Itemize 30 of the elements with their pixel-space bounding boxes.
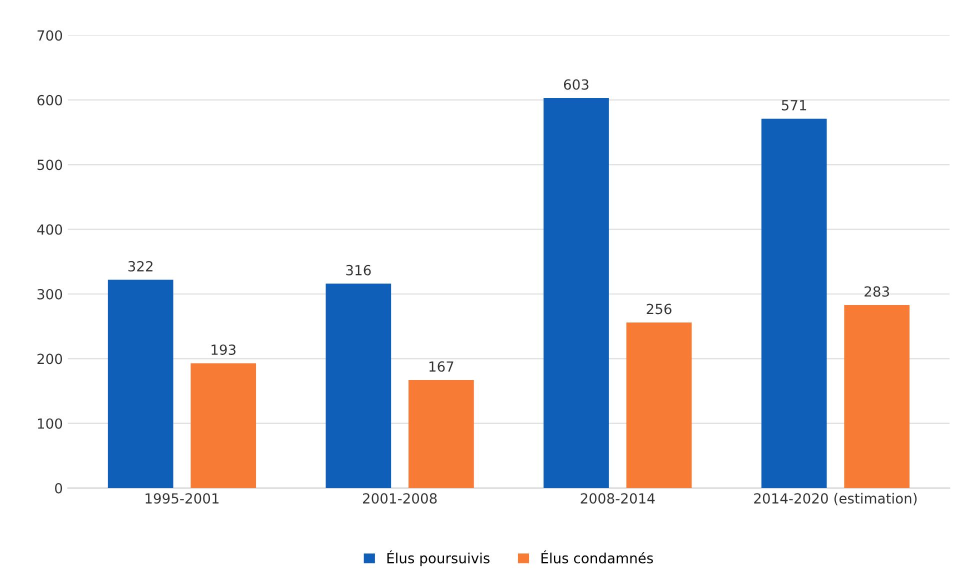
x-tick-label: 2001-2008 <box>362 493 437 504</box>
y-tick-label: 700 <box>38 30 62 41</box>
x-tick-label: 2008-2014 <box>580 493 655 504</box>
data-label: 283 <box>864 286 890 297</box>
data-label: 571 <box>782 100 806 110</box>
bar <box>761 118 827 488</box>
legend-label: Élus poursuivis <box>387 550 490 566</box>
bar <box>108 280 174 488</box>
bar <box>326 284 392 488</box>
x-tick-label: 1995-2001 <box>146 493 219 504</box>
y-tick-label: 400 <box>37 224 62 235</box>
data-label: 167 <box>429 361 454 372</box>
legend-label: Élus condamnés <box>542 550 653 564</box>
x-tick-label: 2014-2020 (estimation) <box>754 492 917 506</box>
y-tick-label: 100 <box>38 418 62 429</box>
y-tick-label: 500 <box>38 160 62 170</box>
data-label: 256 <box>646 304 672 314</box>
y-tick-label: 300 <box>38 288 62 300</box>
data-label: 316 <box>346 264 371 276</box>
bar <box>190 363 256 488</box>
data-label: 322 <box>128 261 152 272</box>
data-label: 603 <box>564 79 588 90</box>
bar <box>408 380 474 488</box>
bar <box>544 98 609 488</box>
data-label: 193 <box>212 344 236 355</box>
bar <box>844 304 910 488</box>
y-tick-label: 600 <box>37 94 62 106</box>
bar <box>626 322 692 488</box>
y-tick-label: 0 <box>55 483 62 494</box>
y-tick-label: 200 <box>37 354 62 364</box>
